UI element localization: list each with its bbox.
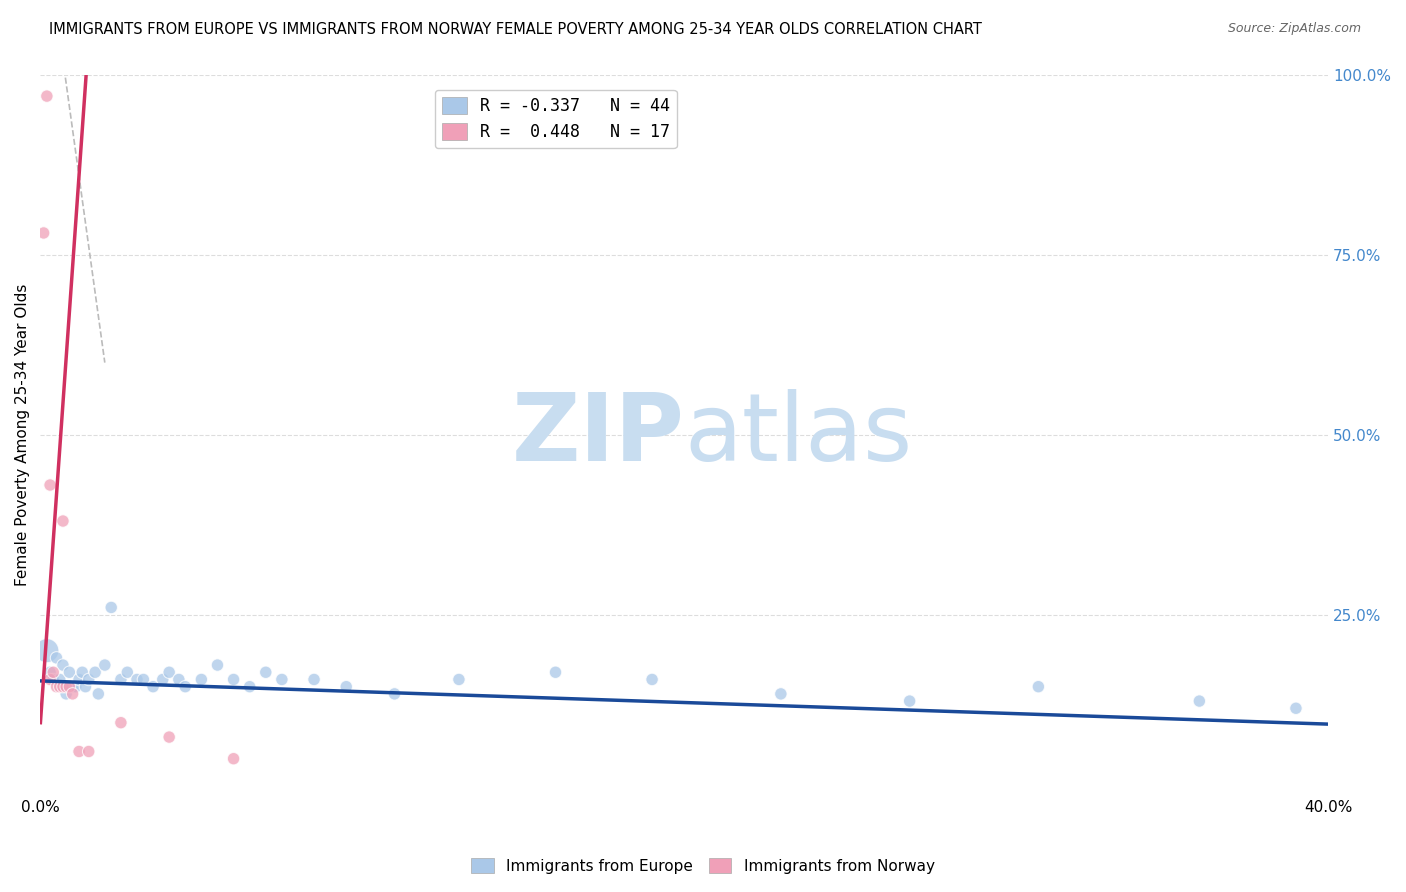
Point — [447, 673, 470, 687]
Text: ZIP: ZIP — [512, 389, 685, 481]
Point — [110, 715, 132, 730]
Point — [75, 680, 97, 694]
Point — [42, 665, 65, 680]
Point — [270, 673, 292, 687]
Point — [55, 687, 77, 701]
Point — [62, 687, 84, 701]
Point — [84, 665, 107, 680]
Text: atlas: atlas — [685, 389, 912, 481]
Point — [48, 680, 70, 694]
Point — [157, 665, 180, 680]
Point — [94, 658, 117, 673]
Point — [45, 651, 67, 665]
Point — [1028, 680, 1050, 694]
Legend: Immigrants from Europe, Immigrants from Norway: Immigrants from Europe, Immigrants from … — [465, 852, 941, 880]
Point — [77, 744, 100, 758]
Point — [125, 673, 148, 687]
Point — [39, 665, 62, 680]
Point — [58, 680, 80, 694]
Point — [384, 687, 406, 701]
Text: IMMIGRANTS FROM EUROPE VS IMMIGRANTS FROM NORWAY FEMALE POVERTY AMONG 25-34 YEAR: IMMIGRANTS FROM EUROPE VS IMMIGRANTS FRO… — [49, 22, 981, 37]
Point — [35, 89, 58, 103]
Point — [67, 673, 90, 687]
Point — [45, 680, 67, 694]
Point — [55, 680, 77, 694]
Point — [48, 673, 70, 687]
Point — [641, 673, 664, 687]
Point — [87, 687, 110, 701]
Point — [65, 680, 87, 694]
Point — [239, 680, 262, 694]
Point — [142, 680, 165, 694]
Point — [769, 687, 792, 701]
Point — [39, 673, 62, 687]
Point — [35, 643, 58, 657]
Point — [117, 665, 139, 680]
Point — [1285, 701, 1308, 715]
Point — [58, 665, 80, 680]
Point — [174, 680, 197, 694]
Point — [222, 673, 245, 687]
Point — [100, 600, 122, 615]
Point — [52, 658, 75, 673]
Y-axis label: Female Poverty Among 25-34 Year Olds: Female Poverty Among 25-34 Year Olds — [15, 284, 30, 586]
Point — [32, 226, 55, 240]
Point — [898, 694, 921, 708]
Point — [52, 680, 75, 694]
Point — [132, 673, 155, 687]
Point — [72, 665, 94, 680]
Point — [190, 673, 212, 687]
Point — [39, 478, 62, 492]
Point — [67, 744, 90, 758]
Point — [222, 752, 245, 766]
Text: Source: ZipAtlas.com: Source: ZipAtlas.com — [1227, 22, 1361, 36]
Point — [254, 665, 277, 680]
Point — [335, 680, 357, 694]
Point — [544, 665, 567, 680]
Legend: R = -0.337   N = 44, R =  0.448   N = 17: R = -0.337 N = 44, R = 0.448 N = 17 — [434, 90, 676, 148]
Point — [207, 658, 229, 673]
Point — [52, 514, 75, 528]
Point — [62, 680, 84, 694]
Point — [1188, 694, 1211, 708]
Point — [42, 673, 65, 687]
Point — [157, 730, 180, 744]
Point — [110, 673, 132, 687]
Point — [167, 673, 190, 687]
Point — [302, 673, 325, 687]
Point — [77, 673, 100, 687]
Point — [152, 673, 174, 687]
